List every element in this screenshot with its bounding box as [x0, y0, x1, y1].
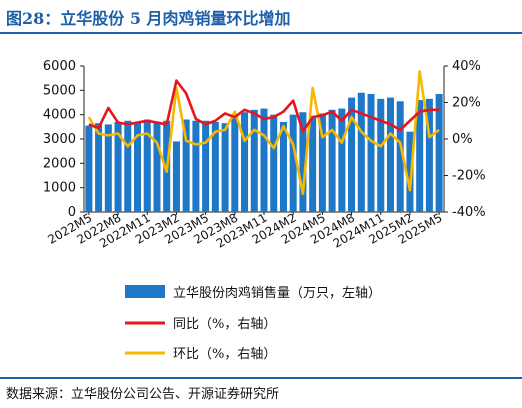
legend-label: 同比（%，右轴）	[173, 317, 276, 332]
bar-2022M5	[85, 125, 93, 212]
bar-2024M2	[289, 114, 297, 212]
bar-2022M7	[104, 124, 112, 212]
bar-2023M5	[202, 120, 210, 212]
right-tick-label: 40%	[452, 59, 481, 74]
left-tick-label: 4000	[43, 108, 76, 123]
bar-2024M6	[328, 109, 336, 212]
bar-2024M3	[299, 112, 307, 212]
bar-2023M11	[260, 108, 268, 212]
bar-2023M2	[172, 141, 180, 212]
bar-2024M1	[279, 121, 287, 212]
bar-2024M10	[367, 93, 375, 212]
bar-2025M3	[416, 100, 424, 212]
bar-2023M8	[231, 118, 239, 212]
bar-2023M7	[221, 123, 229, 212]
title-rule	[0, 32, 522, 34]
bar-2022M6	[95, 123, 103, 212]
source-note: 数据来源：立华股份公司公告、开源证券研究所	[6, 387, 280, 402]
left-tick-label: 2000	[43, 156, 76, 171]
right-tick-label: 20%	[452, 96, 481, 111]
bar-2023M6	[211, 121, 219, 212]
left-tick-label: 6000	[43, 59, 76, 74]
left-tick-label: 3000	[43, 132, 76, 147]
left-tick-label: 0	[68, 205, 76, 220]
bar-2025M5	[435, 93, 443, 212]
right-tick-label: 0%	[452, 132, 473, 147]
bar-2025M2	[406, 131, 414, 212]
bar-2024M12	[386, 97, 394, 212]
bar-2023M3	[182, 119, 190, 212]
bar-2024M4	[309, 115, 317, 212]
chart-legend: 立华股份肉鸡销售量（万只，左轴） 同比（%，右轴） 环比（%，右轴）	[125, 285, 381, 362]
bar-2023M10	[250, 109, 258, 212]
bar-2022M10	[134, 121, 142, 212]
bar-2022M11	[143, 119, 151, 212]
bar-2022M9	[124, 120, 132, 212]
bar-2023M12	[270, 114, 278, 212]
legend-label: 环比（%，右轴）	[173, 347, 276, 362]
mom-line	[87, 70, 440, 196]
footer-rule	[0, 377, 522, 379]
bar-series	[85, 92, 443, 212]
right-tick-label: -40%	[452, 205, 486, 220]
legend-label: 立华股份肉鸡销售量（万只，左轴）	[173, 285, 381, 301]
yoy-line	[88, 79, 440, 133]
bar-2024M7	[338, 108, 346, 212]
bar-2025M1	[396, 101, 404, 212]
bar-2024M9	[357, 92, 365, 212]
bar-2024M11	[377, 98, 385, 212]
bar-2024M5	[318, 113, 326, 212]
tick-labels: 0 1000 2000 3000 4000 5000 6000 -40% -20% 0% 20% 40…	[43, 59, 486, 251]
figure-title: 图28：立华股份 5 月肉鸡销量环比增加	[6, 9, 291, 28]
left-tick-label: 5000	[43, 83, 76, 98]
bar-2023M4	[192, 120, 200, 212]
left-tick-label: 1000	[43, 181, 76, 196]
right-tick-label: -20%	[452, 169, 486, 184]
bar-2022M8	[114, 121, 122, 212]
bar-2022M12	[153, 121, 161, 212]
bar-2025M4	[425, 98, 433, 212]
bar-2023M9	[241, 112, 249, 212]
bar-2024M8	[348, 97, 356, 212]
line-series	[87, 70, 440, 196]
legend-swatch-bar	[125, 285, 165, 298]
